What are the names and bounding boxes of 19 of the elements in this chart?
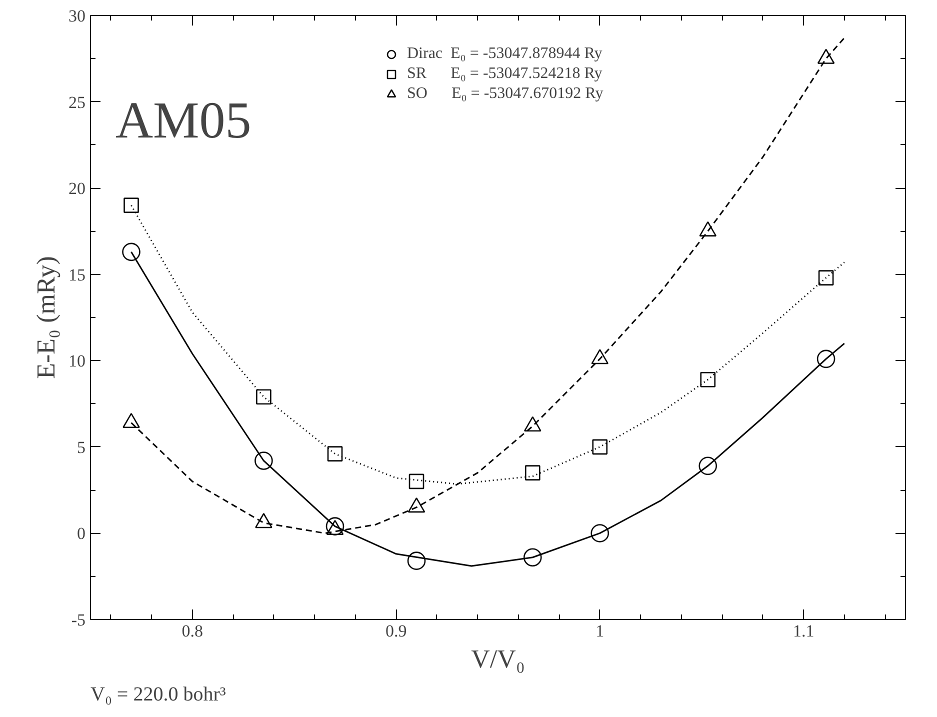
x-tick-label: 0.9 (386, 622, 407, 640)
text: V₀ = 220.0 bohr³ (90, 684, 226, 706)
x-tick-label: 0.8 (182, 622, 203, 640)
y-tick-label: 30 (68, 6, 86, 26)
legend-label: SR E₀ = -53047.524218 Ry (407, 65, 602, 83)
y-tick-label: 25 (68, 92, 86, 112)
y-tick-label: 0 (77, 524, 86, 544)
y-tick-label: 5 (77, 438, 86, 457)
y-tick-label: 10 (68, 352, 86, 371)
y-tick-label: -5 (71, 610, 86, 630)
x-axis-title: V/V₀ (471, 644, 525, 674)
annotation: AM05 (116, 92, 252, 150)
y-tick-label: 20 (68, 179, 86, 198)
x-tick-label: 1.1 (793, 622, 814, 640)
y-tick-label: 15 (68, 265, 86, 284)
legend-label: Dirac E₀ = -53047.878944 Ry (407, 45, 602, 63)
y-axis-title: E-E₀ (mRy) (32, 256, 60, 379)
legend-label: SO E₀ = -53047.670192 Ry (407, 85, 604, 103)
x-tick-label: 1 (596, 622, 604, 640)
